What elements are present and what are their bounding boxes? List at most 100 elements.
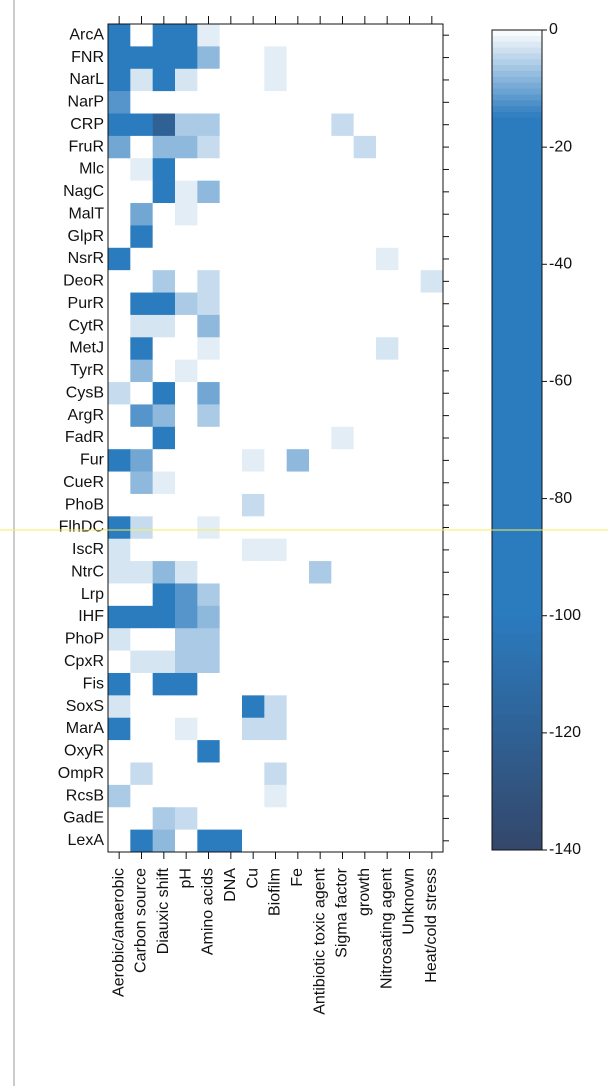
heatmap-cell bbox=[197, 382, 220, 405]
heatmap-cell bbox=[108, 829, 131, 853]
colorbar-step bbox=[492, 129, 542, 136]
heatmap-cell bbox=[130, 382, 153, 405]
heatmap-cell bbox=[108, 493, 131, 517]
colorbar-step bbox=[492, 844, 542, 851]
heatmap-cell bbox=[175, 68, 198, 92]
colorbar-step bbox=[492, 281, 542, 289]
heatmap-cell bbox=[130, 225, 153, 249]
heatmap-cell bbox=[108, 605, 131, 629]
heatmap-cell bbox=[286, 583, 310, 607]
colorbar-step bbox=[492, 158, 542, 166]
colorbar-step bbox=[492, 434, 542, 441]
heatmap-cell bbox=[108, 740, 131, 763]
heatmap-cell bbox=[242, 359, 265, 383]
heatmap-cell bbox=[175, 337, 198, 360]
heatmap-cell bbox=[376, 225, 399, 249]
heatmap-cell bbox=[108, 404, 131, 428]
heatmap-cell bbox=[376, 46, 399, 70]
heatmap-cell bbox=[130, 516, 153, 540]
heatmap-cell bbox=[420, 695, 444, 719]
heatmap-cell bbox=[286, 91, 310, 114]
heatmap-cell bbox=[286, 247, 310, 271]
column-label: growth bbox=[356, 868, 373, 916]
colorbar-step bbox=[492, 235, 542, 242]
colorbar-tick-label: -100 bbox=[549, 607, 581, 624]
heatmap-cell bbox=[197, 270, 220, 293]
heatmap-cell bbox=[175, 695, 198, 719]
heatmap-cell bbox=[353, 740, 377, 763]
colorbar-step bbox=[492, 399, 542, 406]
heatmap-cell bbox=[420, 135, 444, 159]
heatmap-cell bbox=[376, 807, 399, 830]
heatmap-cell bbox=[331, 382, 354, 405]
heatmap-cell bbox=[286, 695, 310, 719]
heatmap-cell bbox=[175, 762, 198, 786]
heatmap-cell bbox=[309, 628, 332, 651]
heatmap-cell bbox=[219, 314, 243, 338]
heatmap-cell bbox=[242, 247, 265, 271]
heatmap-cell bbox=[108, 270, 131, 293]
heatmap-cell bbox=[398, 247, 421, 271]
heatmap-cell bbox=[197, 113, 220, 137]
heatmap-cell bbox=[197, 650, 220, 674]
heatmap-cell bbox=[108, 337, 131, 360]
heatmap-cell bbox=[398, 650, 421, 674]
heatmap-cell bbox=[219, 404, 243, 428]
heatmap-cell bbox=[331, 471, 354, 495]
heatmap-cell bbox=[242, 404, 265, 428]
heatmap-cell bbox=[286, 807, 310, 830]
column-label: DNA bbox=[222, 868, 239, 902]
colorbar-step bbox=[492, 451, 542, 459]
heatmap-cell bbox=[130, 829, 153, 853]
heatmap-cell bbox=[197, 247, 220, 271]
heatmap-cell bbox=[130, 135, 153, 159]
heatmap-cell bbox=[264, 158, 287, 181]
column-label: pH bbox=[177, 868, 194, 888]
heatmap-cell bbox=[108, 762, 131, 786]
heatmap-cell bbox=[376, 628, 399, 651]
row-label: MalT bbox=[68, 205, 104, 222]
colorbar-step bbox=[492, 252, 542, 259]
heatmap-cell bbox=[152, 538, 176, 562]
heatmap-cell bbox=[420, 717, 444, 741]
heatmap-cell bbox=[309, 672, 332, 696]
heatmap-cell bbox=[130, 314, 153, 338]
heatmap-cell bbox=[175, 135, 198, 159]
heatmap-cell bbox=[309, 113, 332, 137]
heatmap-cell bbox=[420, 382, 444, 405]
heatmap-cell bbox=[197, 695, 220, 719]
heatmap-cell bbox=[264, 605, 287, 629]
row-label: FNR bbox=[71, 49, 104, 66]
heatmap-cell bbox=[242, 68, 265, 92]
heatmap-cell bbox=[331, 292, 354, 316]
row-label: FadR bbox=[65, 429, 104, 446]
heatmap-cell bbox=[331, 628, 354, 651]
heatmap-cell bbox=[264, 46, 287, 70]
heatmap-cell bbox=[420, 426, 444, 450]
colorbar-step bbox=[492, 428, 542, 435]
heatmap-cell bbox=[264, 314, 287, 338]
heatmap-cell bbox=[353, 203, 377, 226]
heatmap-cell bbox=[398, 270, 421, 293]
heatmap-cell bbox=[398, 158, 421, 181]
heatmap-cell bbox=[219, 672, 243, 696]
heatmap-cell bbox=[376, 426, 399, 450]
heatmap-cell bbox=[197, 180, 220, 204]
heatmap-cell bbox=[152, 449, 176, 472]
colorbar-step bbox=[492, 270, 542, 277]
heatmap-cell bbox=[286, 113, 310, 137]
heatmap-cell bbox=[420, 493, 444, 517]
heatmap-cell bbox=[420, 605, 444, 629]
colorbar-step bbox=[492, 82, 542, 90]
row-label: RcsB bbox=[66, 787, 104, 804]
heatmap-cell bbox=[130, 270, 153, 293]
row-label: OxyR bbox=[64, 743, 104, 760]
colorbar-step bbox=[492, 141, 542, 148]
heatmap-cell bbox=[264, 583, 287, 607]
heatmap-cell bbox=[152, 24, 176, 47]
heatmap-cell bbox=[331, 404, 354, 428]
heatmap-cell bbox=[309, 270, 332, 293]
colorbar-step bbox=[492, 106, 542, 113]
colorbar-step bbox=[492, 217, 542, 224]
heatmap-cell bbox=[219, 113, 243, 137]
